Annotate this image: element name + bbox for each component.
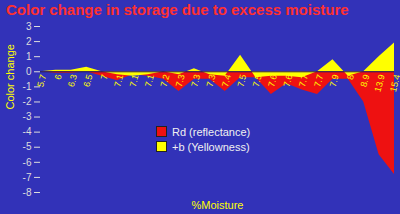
svg-text:7.3: 7.3 (189, 73, 202, 88)
svg-text:6: 6 (53, 73, 64, 80)
svg-text:1: 1 (26, 51, 32, 62)
svg-text:Color change: Color change (4, 44, 16, 109)
html-text:Rd (reflectance): Rd (reflectance) (172, 126, 251, 138)
svg-text:7.3: 7.3 (174, 73, 187, 88)
svg-text:7.2: 7.2 (158, 73, 171, 88)
svg-text:7.1: 7.1 (128, 73, 141, 88)
svg-text:2: 2 (26, 36, 32, 47)
svg-text:7.6: 7.6 (282, 73, 295, 88)
svg-text:8.9: 8.9 (359, 73, 372, 88)
svg-text:6.3: 6.3 (66, 73, 79, 88)
svg-text:%Moisture: %Moisture (192, 199, 244, 211)
svg-text:-4: -4 (23, 126, 32, 137)
svg-text:-3: -3 (23, 111, 32, 122)
svg-text:-5: -5 (23, 141, 32, 152)
svg-text:7.9: 7.9 (328, 73, 341, 88)
svg-text:7.7: 7.7 (297, 73, 310, 88)
svg-text:-8: -8 (23, 187, 32, 198)
svg-text:5.7: 5.7 (35, 73, 48, 88)
svg-text:7.4: 7.4 (220, 73, 233, 88)
svg-text:3: 3 (26, 21, 32, 32)
svg-text:0: 0 (26, 66, 32, 77)
svg-text:7: 7 (99, 73, 110, 80)
svg-text:7.5: 7.5 (251, 73, 264, 88)
svg-text:13.9: 13.9 (373, 73, 387, 93)
html-text:Color change in storage due to: Color change in storage due to excess mo… (6, 1, 349, 18)
svg-text:7.1: 7.1 (112, 73, 125, 88)
svg-text:7.6: 7.6 (266, 73, 279, 88)
svg-text:8: 8 (345, 73, 356, 80)
svg-text:6.5: 6.5 (81, 73, 94, 88)
svg-text:15.4: 15.4 (388, 73, 400, 93)
svg-text:7.7: 7.7 (312, 73, 325, 88)
svg-text:7.3: 7.3 (205, 73, 218, 88)
svg-text:7.1: 7.1 (143, 73, 156, 88)
svg-text:-1: -1 (23, 81, 32, 92)
svg-text:-2: -2 (23, 96, 32, 107)
svg-text:-6: -6 (23, 157, 32, 168)
html-text:+b (Yellowness): +b (Yellowness) (172, 141, 250, 153)
svg-text:7.5: 7.5 (235, 73, 248, 88)
svg-text:-7: -7 (23, 172, 32, 183)
